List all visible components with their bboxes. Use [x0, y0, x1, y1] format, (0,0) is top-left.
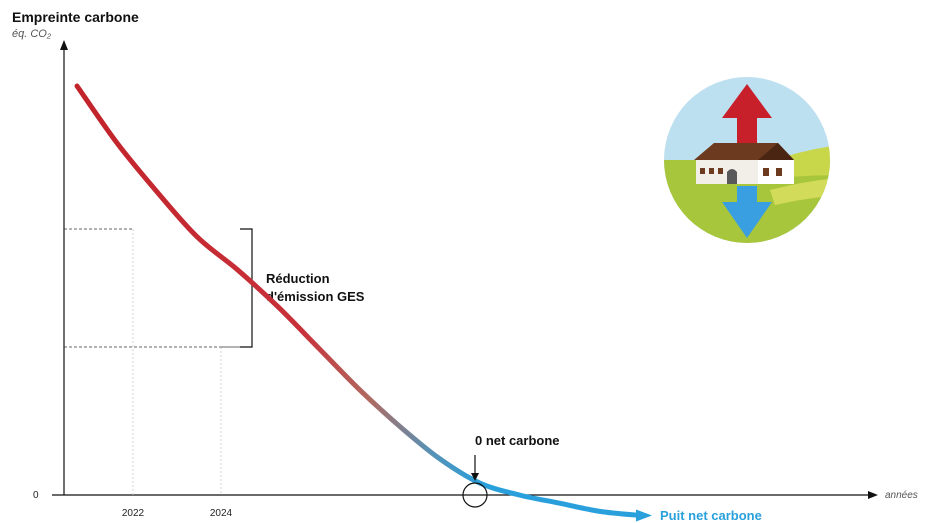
- x-axis-arrow: [868, 491, 878, 499]
- sink-label: Puit net carbone: [660, 508, 762, 523]
- reduction-label-2: d'émission GES: [266, 289, 365, 304]
- x-tick-2024: 2024: [210, 508, 233, 519]
- y-axis-arrow: [60, 40, 68, 50]
- reduction-bracket: [240, 228, 253, 348]
- y-tick-0: 0: [33, 490, 39, 501]
- zero-net-pointer-head: [471, 473, 479, 481]
- y-axis-label: éq. CO₂: [12, 28, 52, 40]
- sink-down-arrow-icon: [722, 186, 772, 238]
- x-axis-label: années: [885, 490, 918, 501]
- reduction-label-1: Réduction: [266, 271, 330, 286]
- footprint-curve: [74, 83, 643, 518]
- curve-arrowhead: [636, 509, 652, 522]
- house-illustration-icon: [664, 77, 830, 243]
- emission-up-arrow-icon: [722, 84, 772, 150]
- chart-title: Empreinte carbone: [12, 9, 139, 25]
- x-tick-2022: 2022: [122, 508, 145, 519]
- zero-net-circle: [462, 482, 488, 508]
- zero-net-label: 0 net carbone: [475, 433, 560, 448]
